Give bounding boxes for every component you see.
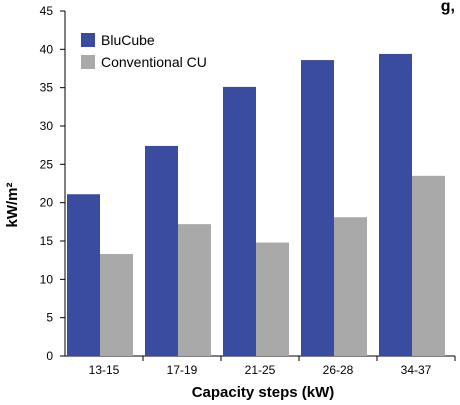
bar-conventional-cu-17-19 (178, 224, 211, 356)
y-tick-label: 10 (40, 272, 54, 286)
bar-conventional-cu-13-15 (100, 254, 133, 356)
y-tick-label: 5 (46, 311, 53, 325)
y-tick-label: 40 (40, 42, 54, 56)
x-axis-title: Capacity steps (kW) (192, 384, 335, 401)
bar-blucube-13-15 (67, 194, 100, 356)
x-tick-label: 34-37 (401, 363, 432, 377)
x-tick-label: 17-19 (167, 363, 198, 377)
y-tick-label: 15 (40, 234, 54, 248)
legend: BluCube Conventional CU (81, 32, 207, 70)
legend-swatch-conventional-cu (81, 55, 95, 69)
y-tick-label: 35 (40, 81, 54, 95)
legend-label-blucube: BluCube (101, 32, 155, 48)
bar-blucube-26-28 (301, 60, 334, 357)
chart-title-fragment: g, (441, 0, 455, 15)
bar-blucube-34-37 (379, 53, 412, 356)
x-tick-label: 21-25 (245, 363, 276, 377)
bars-group (67, 53, 445, 357)
bar-blucube-21-25 (223, 86, 256, 357)
bar-conventional-cu-26-28 (334, 217, 367, 356)
y-axis-title: kW/m² (4, 182, 21, 227)
y-tick-label: 0 (46, 349, 53, 363)
y-tick-label: 25 (40, 157, 54, 171)
x-tick-label: 13-15 (89, 363, 120, 377)
bar-blucube-17-19 (145, 145, 178, 356)
y-tick-label: 30 (40, 119, 54, 133)
y-tick-label: 45 (40, 4, 54, 18)
bar-conventional-cu-34-37 (412, 175, 445, 356)
bar-conventional-cu-21-25 (256, 242, 289, 356)
legend-label-conventional-cu: Conventional CU (101, 54, 207, 70)
legend-swatch-blucube (81, 33, 95, 47)
y-tick-label: 20 (40, 196, 54, 210)
x-tick-label: 26-28 (323, 363, 354, 377)
axis-group: 0 5 10 15 20 25 30 35 40 45 13-15 17-19 21-25 26-28 34… (40, 4, 456, 377)
